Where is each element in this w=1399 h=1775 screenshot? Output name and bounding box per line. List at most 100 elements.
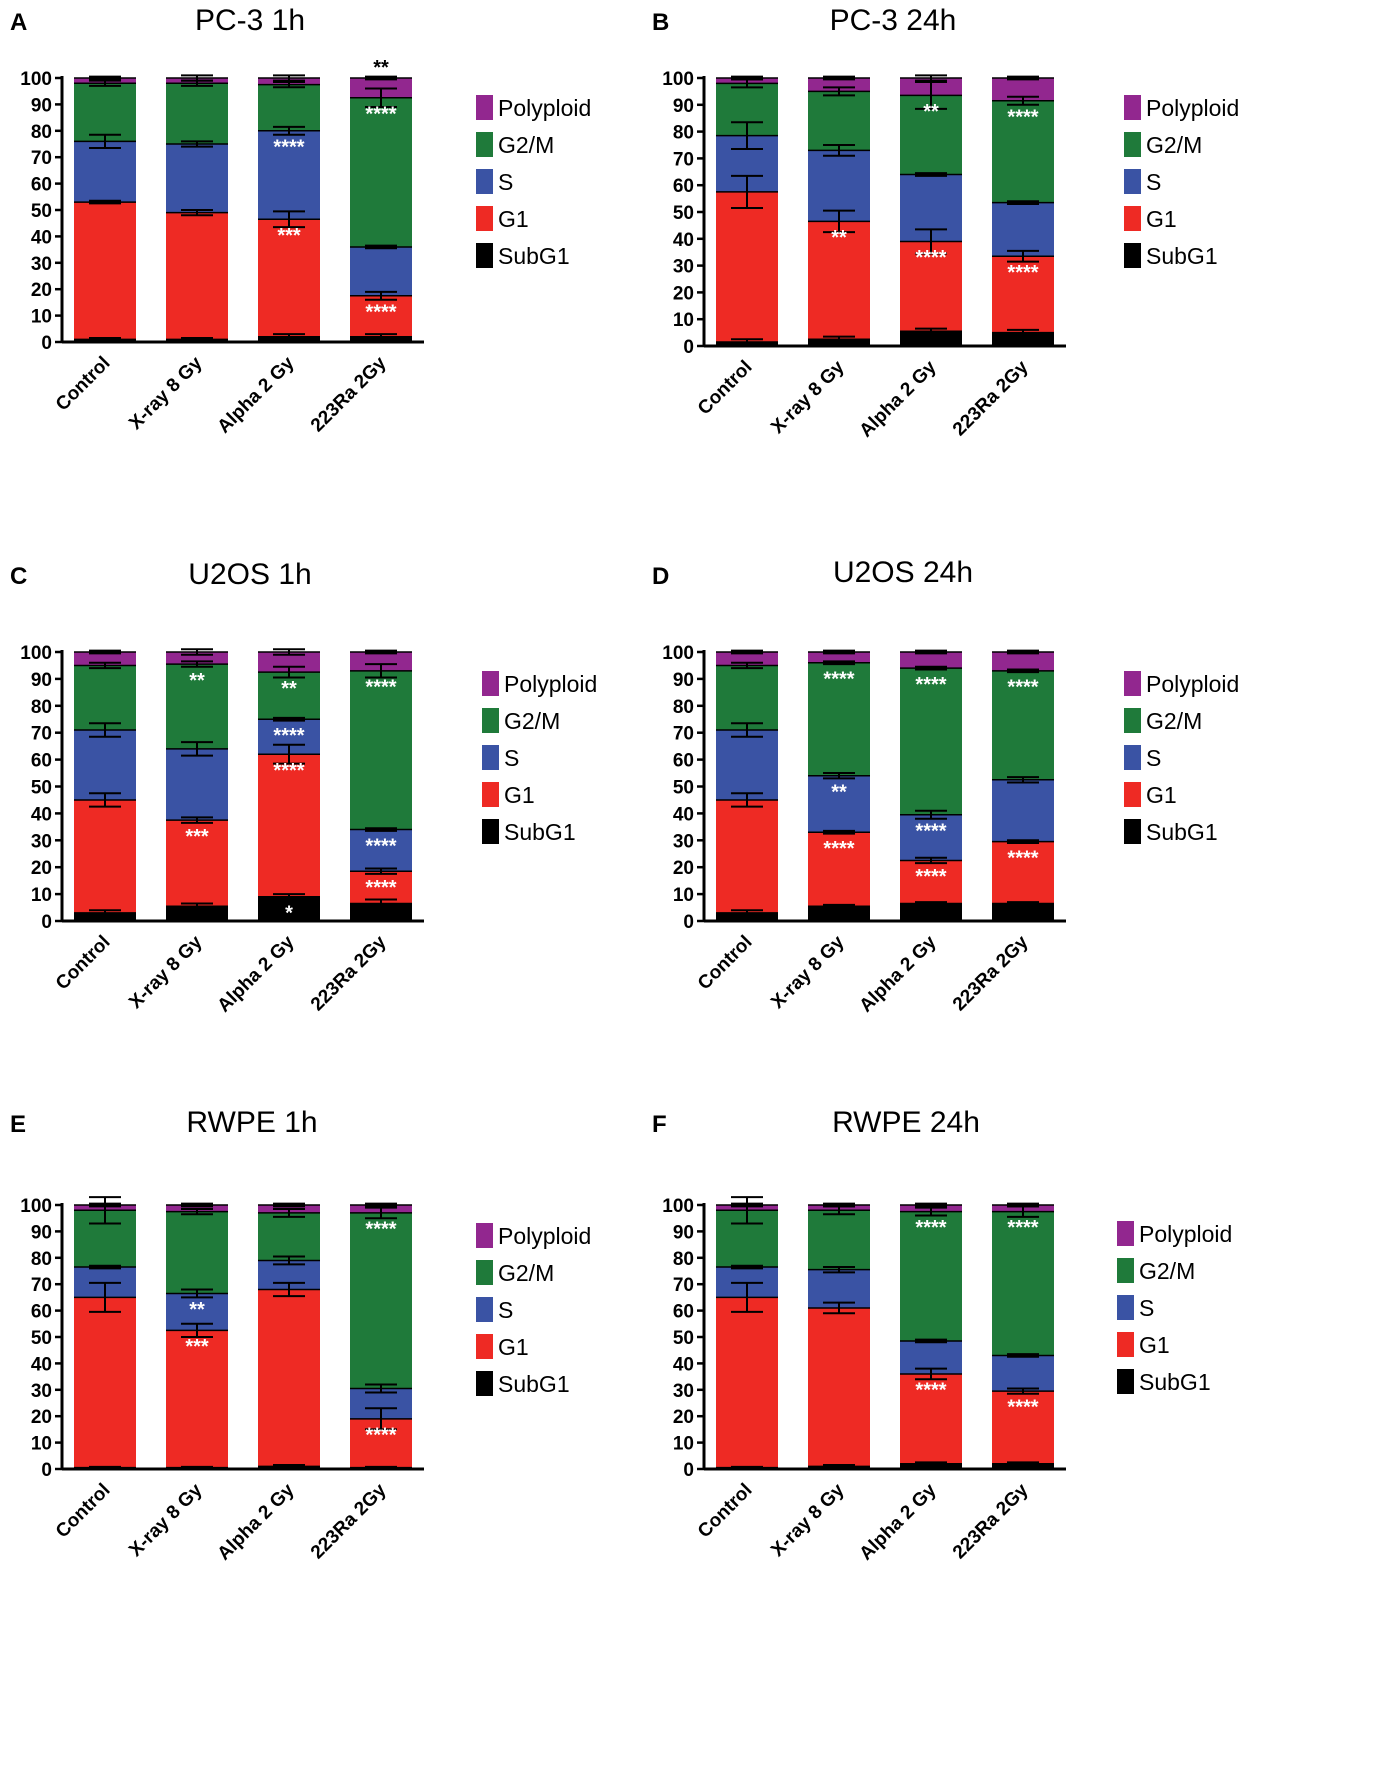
error-bar-control-g2-m: [716, 661, 778, 670]
error-bar-alpha-2-gy-subg1: [900, 1461, 962, 1467]
error-bar-alpha-2-gy-g1: [258, 1281, 320, 1298]
y-tick-label: 40: [31, 227, 52, 248]
bar-control-g1: [74, 202, 136, 340]
error-bar-223ra-2gy-g2-m: [350, 663, 412, 679]
y-tick-label: 80: [31, 122, 52, 143]
error-bar-223ra-2gy-polyploid: [350, 1202, 412, 1208]
significance-marker: **: [831, 227, 847, 249]
error-bar-x-ray-8-gy-polyploid: [808, 649, 870, 655]
legend-swatch-polyploid: [476, 1223, 493, 1248]
error-bar-223ra-2gy-subg1: [992, 1461, 1054, 1467]
legend-label-g2-m: G2/M: [504, 708, 560, 734]
y-tick-label: 60: [673, 1302, 694, 1323]
error-bar-alpha-2-gy-subg1: [258, 893, 320, 901]
legend-swatch-g2-m: [1117, 1258, 1134, 1283]
y-tick-label: 0: [683, 337, 694, 358]
significance-marker: ****: [1007, 1217, 1038, 1239]
error-bar-223ra-2gy-s: [350, 1383, 412, 1394]
significance-marker: ****: [365, 677, 396, 699]
y-tick-label: 70: [31, 724, 52, 745]
legend-label-subg1: SubG1: [1139, 1369, 1211, 1395]
panel-letter: A: [10, 9, 27, 36]
legend-swatch-polyploid: [1117, 1221, 1134, 1246]
significance-marker: ***: [277, 225, 301, 247]
error-bar-alpha-2-gy-g2-m: [258, 80, 320, 89]
error-bar-control-subg1: [716, 338, 778, 346]
y-tick-label: 0: [683, 912, 694, 933]
legend-swatch-g1: [476, 1334, 493, 1359]
significance-marker: ****: [365, 877, 396, 899]
significance-marker: ****: [273, 760, 304, 782]
bar-x-ray-8-gy-g1: [166, 820, 228, 907]
error-bar-x-ray-8-gy-subg1: [808, 335, 870, 343]
bar-control-subg1: [74, 912, 136, 921]
y-tick-label: 50: [31, 778, 52, 799]
error-bar-x-ray-8-gy-g1: [808, 829, 870, 835]
significance-marker: ****: [365, 1219, 396, 1241]
error-bar-x-ray-8-gy-g1: [166, 209, 228, 217]
legend-swatch-s: [482, 745, 499, 770]
bar-223ra-2gy-s: [350, 829, 412, 872]
category-label: X-ray 8 Gy: [125, 931, 207, 1013]
y-tick-label: 90: [31, 95, 52, 116]
y-tick-label: 40: [673, 1354, 694, 1375]
y-tick-label: 20: [31, 1407, 52, 1428]
error-bar-control-s: [716, 722, 778, 738]
legend-label-s: S: [1139, 1295, 1154, 1321]
category-label: 223Ra 2Gy: [307, 1479, 391, 1563]
y-tick-label: 10: [31, 1434, 52, 1455]
legend-label-s: S: [1146, 745, 1161, 771]
significance-marker: ****: [1007, 677, 1038, 699]
category-label: X-ray 8 Gy: [125, 352, 207, 434]
error-bar-x-ray-8-gy-s: [808, 144, 870, 157]
error-bar-control-g2-m: [716, 1196, 778, 1225]
significance-marker: ****: [1007, 1397, 1038, 1419]
significance-marker: **: [831, 781, 847, 803]
legend-label-s: S: [498, 1297, 513, 1323]
y-tick-label: 90: [673, 670, 694, 691]
error-bar-alpha-2-gy-s: [900, 1338, 962, 1344]
bar-control-g1: [716, 1297, 778, 1468]
error-bar-control-g2-m: [74, 661, 136, 670]
legend-label-g2-m: G2/M: [498, 132, 554, 158]
error-bar-alpha-2-gy-g2-m: [900, 81, 962, 110]
error-bar-223ra-2gy-polyploid: [350, 75, 412, 81]
category-label: X-ray 8 Gy: [767, 356, 849, 438]
error-bar-223ra-2gy-polyploid: [992, 649, 1054, 655]
legend-label-subg1: SubG1: [1146, 819, 1218, 845]
error-bar-223ra-2gy-polyploid: [350, 649, 412, 655]
legend-label-s: S: [504, 745, 519, 771]
y-tick-label: 80: [31, 1249, 52, 1270]
legend-swatch-s: [476, 1297, 493, 1322]
bar-control-g1: [716, 799, 778, 913]
error-bar-control-s: [74, 722, 136, 738]
error-bar-x-ray-8-gy-g2-m: [166, 660, 228, 668]
bar-control-g2-m: [74, 83, 136, 142]
error-bar-alpha-2-gy-subg1: [900, 327, 962, 335]
y-tick-label: 50: [673, 203, 694, 224]
bar-x-ray-8-gy-g2-m: [808, 1210, 870, 1270]
legend-swatch-subg1: [1117, 1369, 1134, 1394]
bar-223ra-2gy-g2-m: [992, 670, 1054, 780]
category-label: Alpha 2 Gy: [856, 931, 941, 1016]
error-bar-223ra-2gy-polyploid: [992, 1202, 1054, 1208]
bar-223ra-2gy-g1: [992, 1391, 1054, 1464]
category-label: 223Ra 2Gy: [949, 1479, 1033, 1563]
error-bar-x-ray-8-gy-g1: [166, 816, 228, 824]
legend-label-polyploid: Polyploid: [498, 95, 591, 121]
error-bar-alpha-2-gy-polyploid: [258, 1202, 320, 1208]
significance-marker: ****: [915, 674, 946, 696]
error-bar-control-s: [716, 1264, 778, 1270]
bar-x-ray-8-gy-polyploid: [808, 652, 870, 663]
bar-control-g2-m: [716, 665, 778, 731]
error-bar-alpha-2-gy-s: [900, 172, 962, 177]
y-tick-label: 30: [673, 831, 694, 852]
significance-marker: ****: [365, 301, 396, 323]
y-tick-label: 70: [31, 1275, 52, 1296]
error-bar-x-ray-8-gy-subg1: [808, 1464, 870, 1469]
legend-swatch-g2-m: [1124, 708, 1141, 733]
bar-alpha-2-gy-g1: [258, 754, 320, 897]
bar-223ra-2gy-g1: [992, 256, 1054, 333]
error-bar-223ra-2gy-g1: [992, 839, 1054, 844]
